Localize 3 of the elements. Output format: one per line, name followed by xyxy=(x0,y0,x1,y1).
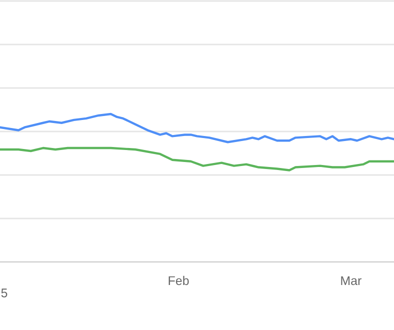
x-tick-label: Mar xyxy=(341,276,362,286)
x-tick-label: Feb xyxy=(168,276,189,286)
text: 5 xyxy=(1,288,8,298)
